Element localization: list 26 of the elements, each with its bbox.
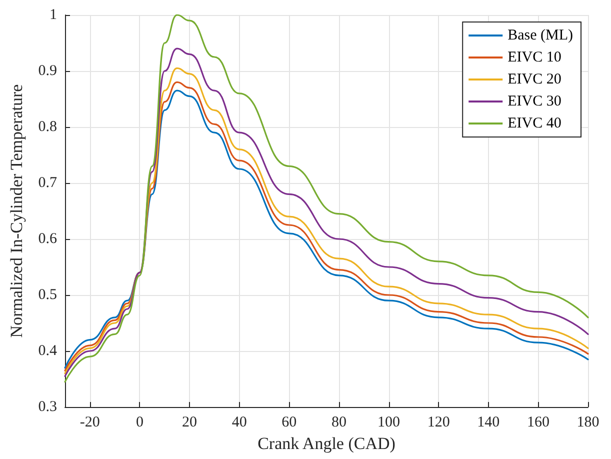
y-tick-label: 0.7 — [38, 175, 58, 191]
x-tick-label: 120 — [427, 414, 450, 430]
y-tick-label: 0.4 — [38, 343, 58, 359]
x-tick-label: -20 — [80, 414, 100, 430]
y-tick-label: 0.9 — [38, 63, 57, 79]
y-tick-label: 0.5 — [38, 287, 57, 303]
x-tick-label: 140 — [477, 414, 500, 430]
x-tick-label: 180 — [576, 414, 600, 430]
y-axis-title: Normalized In-Cylinder Temperature — [7, 84, 26, 338]
legend-label: EIVC 30 — [508, 94, 562, 110]
x-tick-label: 60 — [282, 414, 297, 430]
x-tick-label: 100 — [378, 414, 400, 430]
y-tick-label: 0.8 — [38, 119, 57, 135]
x-tick-label: 40 — [232, 414, 247, 430]
legend-label: EIVC 40 — [508, 116, 562, 132]
legend-label: EIVC 20 — [508, 72, 562, 88]
y-tick-label: 1 — [50, 7, 57, 23]
y-tick-label: 0.3 — [38, 399, 57, 415]
x-axis-title: Crank Angle (CAD) — [258, 434, 396, 453]
x-tick-label: 160 — [526, 414, 550, 430]
x-tick-label: 80 — [331, 414, 346, 430]
x-tick-label: 20 — [182, 414, 198, 430]
legend-label: Base (ML) — [508, 28, 574, 44]
y-tick-label: 0.6 — [38, 231, 58, 247]
legend-label: EIVC 10 — [508, 50, 562, 66]
x-tick-label: 0 — [136, 414, 144, 430]
